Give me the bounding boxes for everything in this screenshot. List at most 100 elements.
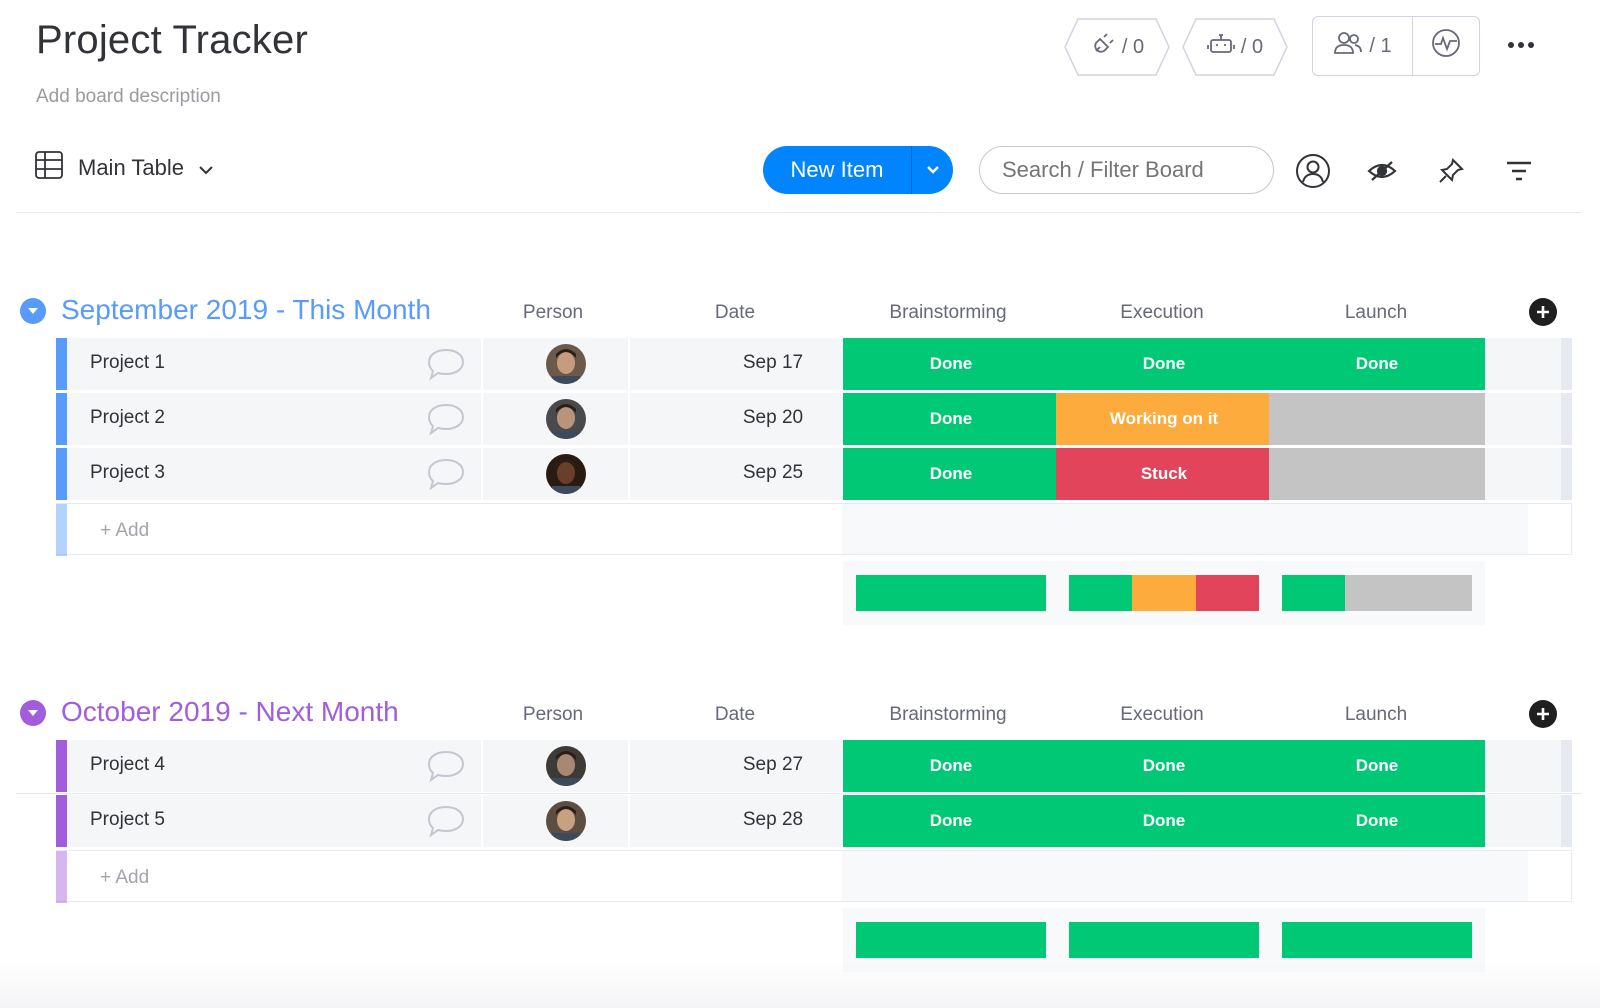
- status-cell-brainstorming[interactable]: Done: [843, 448, 1059, 500]
- row-color-bar: [56, 504, 67, 556]
- date-cell[interactable]: Sep 28: [742, 809, 804, 830]
- integrations-icon: [1090, 31, 1116, 63]
- status-cell-execution[interactable]: Done: [1056, 338, 1272, 390]
- summary-execution[interactable]: [1056, 561, 1272, 625]
- integrations-button[interactable]: / 0: [1064, 18, 1170, 76]
- row-color-bar: [56, 851, 67, 903]
- column-header-date[interactable]: Date: [714, 704, 756, 725]
- group-collapse-icon[interactable]: [20, 700, 46, 726]
- add-column-icon[interactable]: [1529, 700, 1557, 728]
- add-column-icon[interactable]: [1529, 298, 1557, 326]
- new-item-dropdown-icon[interactable]: [912, 165, 953, 175]
- search-input[interactable]: [979, 146, 1274, 194]
- chevron-down-icon: [198, 155, 214, 181]
- date-cell[interactable]: Sep 17: [742, 352, 804, 373]
- group-collapse-icon[interactable]: [20, 298, 46, 324]
- status-cell-brainstorming[interactable]: Done: [843, 795, 1059, 847]
- add-item-label[interactable]: + Add: [100, 867, 150, 888]
- summary-brainstorming[interactable]: [843, 561, 1059, 625]
- avatar[interactable]: [546, 454, 586, 494]
- group-title[interactable]: September 2019 - This Month: [61, 294, 431, 325]
- status-cell-execution[interactable]: Done: [1056, 740, 1272, 792]
- comment-bubble-icon[interactable]: [426, 347, 466, 386]
- new-item-button[interactable]: New Item: [763, 146, 953, 194]
- status-cell-execution[interactable]: Working on it: [1056, 393, 1272, 445]
- comment-bubble-icon[interactable]: [426, 804, 466, 843]
- status-cell-execution[interactable]: Done: [1056, 795, 1272, 847]
- members-count: / 1: [1369, 34, 1392, 57]
- comment-bubble-icon[interactable]: [426, 457, 466, 496]
- status-cell-brainstorming[interactable]: Done: [843, 740, 1059, 792]
- row-end-cap: [1561, 740, 1572, 792]
- header-divider: [16, 212, 1582, 213]
- status-cell-launch[interactable]: Done: [1269, 338, 1485, 390]
- status-cell-brainstorming[interactable]: Done: [843, 338, 1059, 390]
- date-cell[interactable]: Sep 27: [742, 754, 804, 775]
- distribution-segment: [1195, 575, 1259, 611]
- status-cell-launch[interactable]: [1269, 448, 1485, 500]
- table-row[interactable]: Project 5 Sep 28 Done Done Done: [56, 795, 1572, 847]
- cell-divider: [628, 338, 630, 390]
- comment-bubble-icon[interactable]: [426, 749, 466, 788]
- avatar[interactable]: [546, 399, 586, 439]
- column-header-person[interactable]: Person: [522, 704, 584, 725]
- cell-divider: [628, 740, 630, 792]
- column-header-execution[interactable]: Execution: [1120, 302, 1204, 323]
- item-name[interactable]: Project 3: [90, 462, 165, 483]
- members-button[interactable]: / 1: [1313, 17, 1413, 75]
- status-cell-execution[interactable]: Stuck: [1056, 448, 1272, 500]
- column-header-launch[interactable]: Launch: [1344, 302, 1408, 323]
- table-row[interactable]: Project 1 Sep 17 Done Done Done: [56, 338, 1572, 390]
- table-row[interactable]: Project 4 Sep 27 Done Done Done: [56, 740, 1572, 792]
- column-header-launch[interactable]: Launch: [1344, 704, 1408, 725]
- distribution-segment: [1132, 575, 1196, 611]
- comment-bubble-icon[interactable]: [426, 402, 466, 441]
- filter-icon[interactable]: [1500, 152, 1538, 190]
- members-icon: [1333, 30, 1363, 62]
- cell-divider: [481, 338, 483, 390]
- status-distribution-bar: [1069, 575, 1259, 611]
- activity-button[interactable]: [1413, 17, 1479, 75]
- status-cell-launch[interactable]: [1269, 393, 1485, 445]
- row-end-cap: [1561, 393, 1572, 445]
- avatar[interactable]: [546, 344, 586, 384]
- avatar[interactable]: [546, 801, 586, 841]
- column-header-person[interactable]: Person: [522, 302, 584, 323]
- avatar[interactable]: [546, 746, 586, 786]
- date-cell[interactable]: Sep 20: [742, 407, 804, 428]
- cell-divider: [628, 795, 630, 847]
- column-header-execution[interactable]: Execution: [1120, 704, 1204, 725]
- board-description[interactable]: Add board description: [36, 86, 221, 107]
- add-item-label[interactable]: + Add: [100, 520, 150, 541]
- group-header: September 2019 - This Month Person Date Bra…: [0, 290, 1600, 334]
- view-selector[interactable]: Main Table: [34, 150, 214, 186]
- date-cell[interactable]: Sep 25: [742, 462, 804, 483]
- item-name[interactable]: Project 1: [90, 352, 165, 373]
- item-name[interactable]: Project 5: [90, 809, 165, 830]
- row-color-bar: [56, 393, 67, 445]
- column-header-brainstorming[interactable]: Brainstorming: [889, 704, 1007, 725]
- add-row-status-area: [842, 851, 1528, 901]
- summary-launch[interactable]: [1269, 561, 1485, 625]
- integrations-count: / 0: [1121, 35, 1145, 58]
- more-icon[interactable]: [1504, 32, 1538, 58]
- person-filter-icon[interactable]: [1294, 152, 1332, 190]
- pin-icon[interactable]: [1432, 152, 1470, 190]
- board-title[interactable]: Project Tracker: [36, 18, 308, 62]
- table-row[interactable]: Project 3 Sep 25 Done Stuck: [56, 448, 1572, 500]
- column-header-date[interactable]: Date: [714, 302, 756, 323]
- group-title[interactable]: October 2019 - Next Month: [61, 696, 399, 727]
- status-cell-brainstorming[interactable]: Done: [843, 393, 1059, 445]
- add-item-row[interactable]: + Add: [56, 503, 1572, 556]
- status-distribution-bar: [1069, 922, 1259, 958]
- row-end-cap: [1561, 795, 1572, 847]
- item-name[interactable]: Project 2: [90, 407, 165, 428]
- hide-icon[interactable]: [1363, 152, 1401, 190]
- status-cell-launch[interactable]: Done: [1269, 795, 1485, 847]
- status-cell-launch[interactable]: Done: [1269, 740, 1485, 792]
- table-row[interactable]: Project 2 Sep 20 Done Working on it: [56, 393, 1572, 445]
- automations-button[interactable]: / 0: [1182, 18, 1288, 76]
- item-name[interactable]: Project 4: [90, 754, 165, 775]
- add-item-row[interactable]: + Add: [56, 850, 1572, 903]
- column-header-brainstorming[interactable]: Brainstorming: [889, 302, 1007, 323]
